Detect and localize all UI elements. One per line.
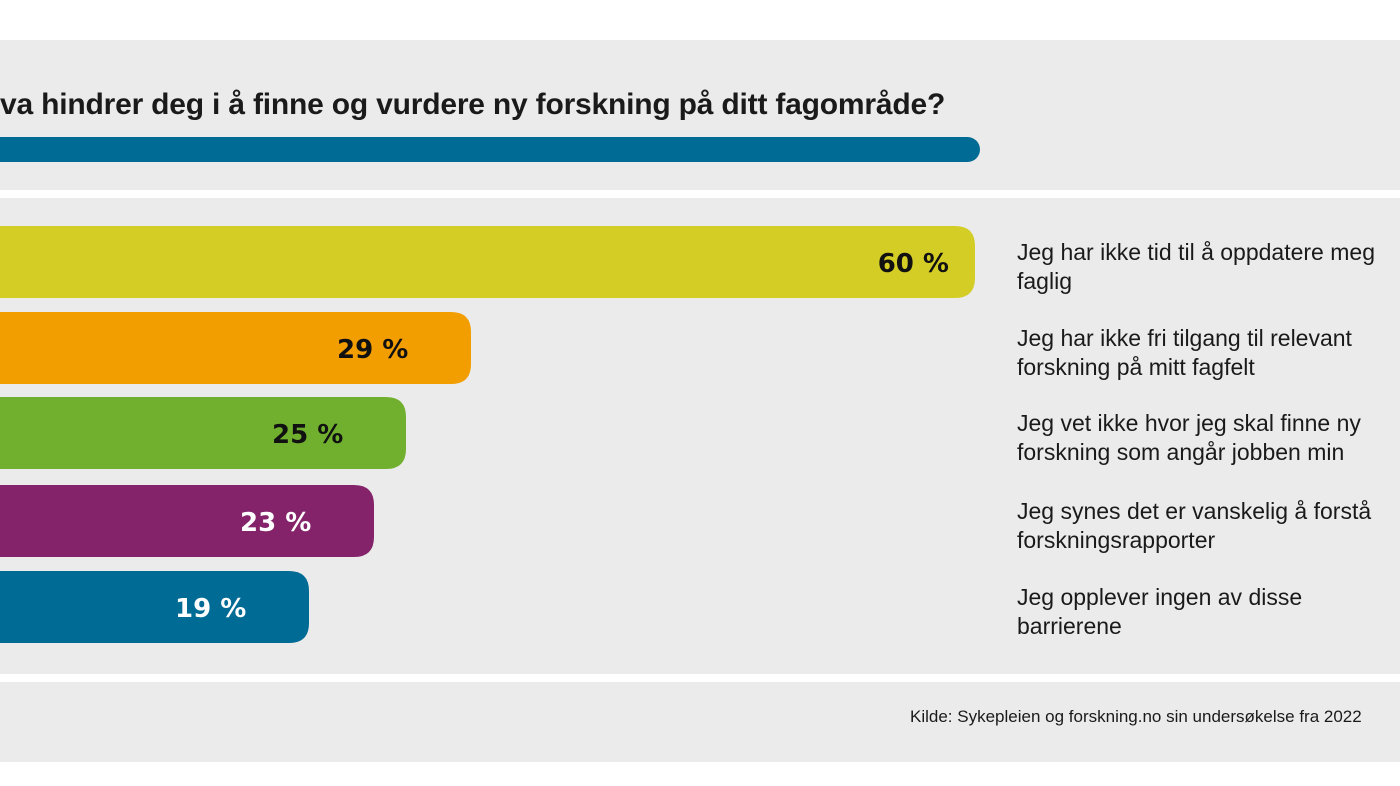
category-label: Jeg opplever ingen av disse barrierene — [1017, 584, 1303, 639]
category-label: Jeg vet ikke hvor jeg skal finne ny fors… — [1017, 410, 1361, 465]
bar-5 — [0, 571, 309, 643]
chart-title: va hindrer deg i å finne og vurdere ny f… — [0, 88, 946, 121]
bar-value-label: 19 % — [175, 594, 246, 624]
bar-2 — [0, 312, 471, 384]
category-label: Jeg synes det er vanskelig å forstå fors… — [1017, 498, 1372, 553]
bar-value-label: 29 % — [337, 335, 408, 365]
title-underline — [0, 137, 980, 162]
bar-value-label: 25 % — [272, 420, 343, 450]
bar-3 — [0, 397, 406, 469]
category-label: Jeg har ikke tid til å oppdatere meg fag… — [1017, 239, 1375, 294]
bar-value-label: 23 % — [240, 508, 311, 538]
bars-frame — [0, 190, 1400, 682]
bar-1 — [0, 226, 975, 298]
bar-value-label: 60 % — [878, 249, 949, 279]
bar-4 — [0, 485, 374, 557]
source-note: Kilde: Sykepleien og forskning.no sin un… — [910, 707, 1362, 726]
category-label: Jeg har ikke fri tilgang til relevant fo… — [1017, 325, 1352, 380]
